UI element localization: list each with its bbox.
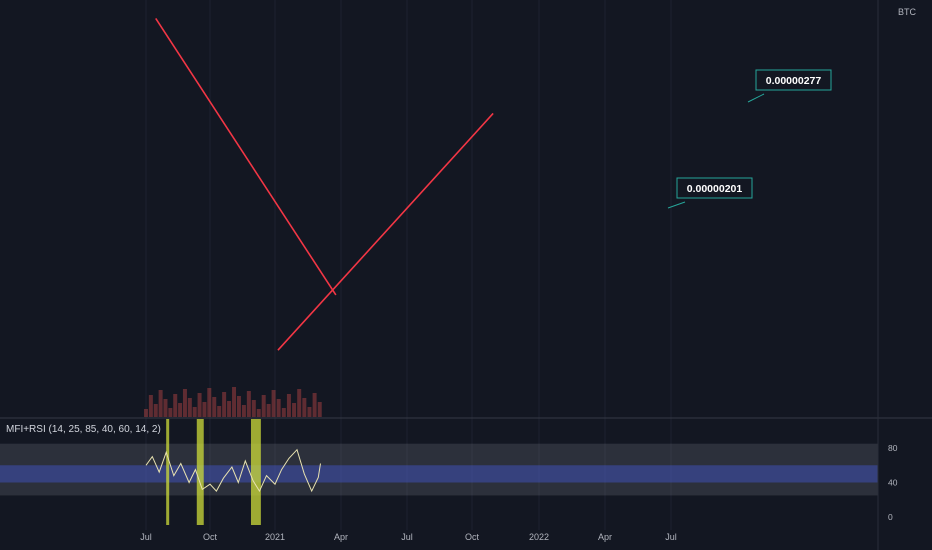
x-tick-label: Jul bbox=[665, 532, 677, 542]
volume-bar bbox=[307, 407, 312, 417]
indicator-inner-band bbox=[0, 465, 878, 483]
volume-bar bbox=[227, 401, 232, 417]
volume-bar bbox=[163, 399, 168, 417]
volume-bar bbox=[178, 403, 183, 417]
volume-bar bbox=[148, 395, 153, 417]
x-tick-label: Oct bbox=[203, 532, 218, 542]
indicator-tick-label: 0 bbox=[888, 512, 893, 522]
volume-bar bbox=[271, 390, 276, 417]
volume-bar bbox=[187, 398, 192, 417]
volume-bar bbox=[297, 389, 302, 417]
volume-bar bbox=[317, 402, 322, 417]
volume-bar bbox=[266, 404, 271, 417]
volume-bar bbox=[192, 407, 197, 417]
volume-bar bbox=[212, 397, 217, 417]
indicator-tick-label: 40 bbox=[888, 478, 898, 488]
indicator-label: MFI+RSI (14, 25, 85, 40, 60, 14, 2) bbox=[6, 424, 161, 435]
volume-bar bbox=[168, 408, 173, 417]
volume-bar bbox=[292, 403, 297, 417]
volume-bar bbox=[217, 406, 222, 417]
callout-pointer bbox=[747, 93, 765, 103]
callout-box bbox=[755, 69, 832, 91]
x-tick-label: Jul bbox=[140, 532, 152, 542]
trendline-ascending bbox=[277, 112, 494, 351]
x-tick-label: 2022 bbox=[529, 532, 549, 542]
callout-label: 0.00000201 bbox=[687, 183, 743, 195]
volume-bar bbox=[312, 393, 317, 417]
volume-bar bbox=[153, 404, 158, 417]
trendline-descending bbox=[155, 18, 337, 296]
indicator-tick-label: 80 bbox=[888, 443, 898, 453]
indicator-highlight bbox=[196, 419, 204, 525]
indicator-line bbox=[145, 448, 321, 493]
indicator-highlight bbox=[166, 419, 170, 525]
indicator-highlight bbox=[250, 419, 261, 525]
volume-bar bbox=[144, 409, 148, 417]
volume-bar bbox=[207, 388, 212, 417]
volume-bar bbox=[236, 396, 241, 417]
callout-box bbox=[676, 177, 753, 199]
volume-bar bbox=[276, 399, 281, 417]
x-tick-label: Apr bbox=[334, 532, 348, 542]
volume-bar bbox=[182, 389, 187, 417]
volume-bar bbox=[281, 408, 286, 417]
x-tick-label: 2021 bbox=[265, 532, 285, 542]
callout-label: 0.00000277 bbox=[766, 75, 822, 87]
callout-pointer bbox=[667, 201, 686, 209]
volume-bar bbox=[256, 409, 261, 417]
volume-bar bbox=[246, 391, 251, 417]
volume-bar bbox=[251, 400, 256, 417]
volume-bar bbox=[202, 402, 207, 417]
volume-bar bbox=[241, 405, 246, 417]
volume-bar bbox=[232, 387, 237, 417]
currency-label: BTC bbox=[898, 7, 917, 17]
volume-bar bbox=[302, 398, 307, 417]
volume-bar bbox=[261, 395, 266, 417]
volume-bar bbox=[197, 393, 202, 417]
x-tick-label: Oct bbox=[465, 532, 480, 542]
volume-bar bbox=[158, 390, 163, 417]
x-tick-label: Apr bbox=[598, 532, 612, 542]
volume-bar bbox=[173, 394, 178, 417]
x-tick-label: Jul bbox=[401, 532, 413, 542]
volume-bar bbox=[286, 394, 291, 417]
volume-bar bbox=[222, 392, 227, 417]
